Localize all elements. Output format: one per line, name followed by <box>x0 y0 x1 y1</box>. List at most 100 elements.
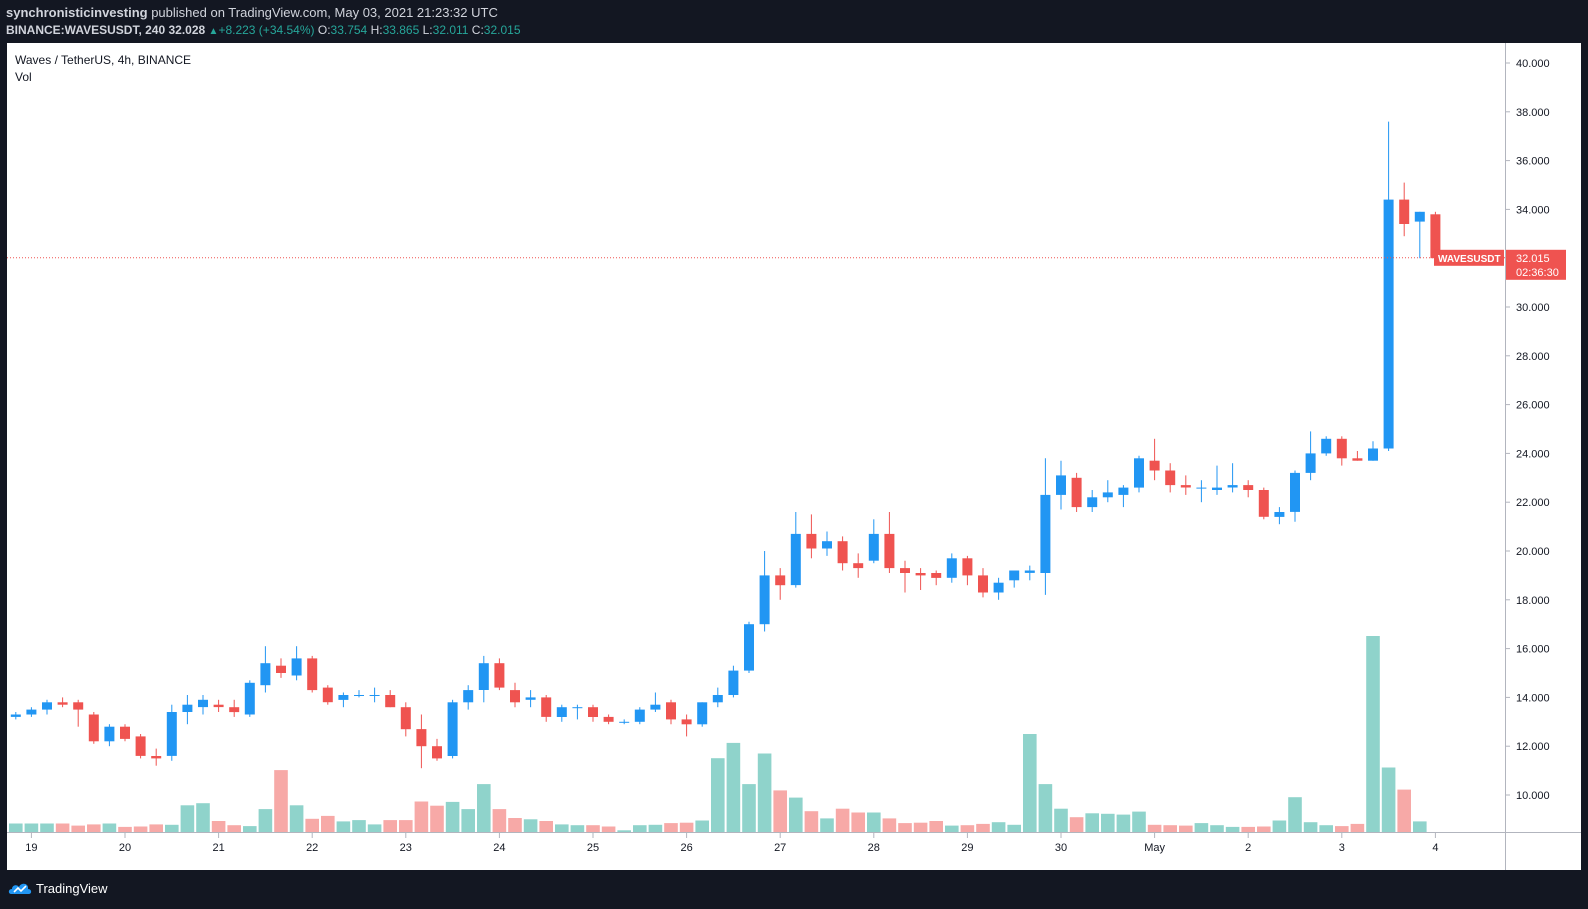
time-tick-label: 24 <box>493 842 505 854</box>
candle <box>510 682 520 708</box>
volume-bar <box>1319 825 1333 832</box>
time-tick-label: 30 <box>1055 842 1067 854</box>
time-tick-label: 29 <box>961 842 973 854</box>
legend-vol[interactable]: Vol <box>15 70 32 84</box>
price-tick-label: 28.000 <box>1516 351 1550 363</box>
volume-bar <box>336 821 351 832</box>
volume-bar <box>352 820 366 832</box>
volume-bar <box>1397 789 1411 832</box>
volume-bar <box>664 823 678 832</box>
time-axis: 19 20 21 22 23 24 25 26 27 28 29 30 May 2 3 4 <box>25 833 1438 854</box>
candle <box>915 568 926 590</box>
volume-bar <box>789 797 803 832</box>
symbol-label: BINANCE:WAVESUSDT, 240 <box>6 23 166 37</box>
low-label: L: <box>422 23 433 37</box>
candle <box>354 690 364 698</box>
candle <box>338 692 349 708</box>
candle <box>1290 470 1300 522</box>
price-tick-label: 40.000 <box>1516 58 1550 70</box>
candle <box>1243 480 1254 498</box>
candle <box>775 568 786 600</box>
volume-bar <box>1303 822 1318 832</box>
candle <box>322 685 333 705</box>
up-triangle-icon: ▲ <box>208 26 219 37</box>
candle <box>1336 436 1347 466</box>
candle <box>213 699 224 712</box>
publisher-name[interactable]: synchronisticinvesting <box>6 5 148 20</box>
candle <box>822 531 832 556</box>
volume-bar <box>695 820 709 832</box>
candle <box>432 738 442 761</box>
tradingview-cloud-icon <box>8 883 32 894</box>
volume-bar <box>321 815 335 832</box>
time-tick-label: 20 <box>119 842 131 854</box>
candle <box>1087 490 1098 512</box>
candle <box>463 685 474 710</box>
price-tick-label: 16.000 <box>1516 644 1550 656</box>
candle <box>42 699 52 715</box>
volume-bars <box>9 636 1427 832</box>
candle <box>88 712 99 744</box>
candle <box>307 655 318 693</box>
time-tick-label: 26 <box>680 842 692 854</box>
volume-bar <box>991 822 1006 832</box>
price-tick-label: 20.000 <box>1516 546 1550 558</box>
candle <box>1118 485 1129 508</box>
volume-bar <box>679 822 694 832</box>
candle <box>634 707 645 725</box>
price-tick-label: 38.000 <box>1516 107 1550 119</box>
candle <box>853 553 864 578</box>
volume-bar <box>633 825 647 832</box>
price-tick-label: 24.000 <box>1516 448 1550 460</box>
price-tick-label: 10.000 <box>1516 790 1550 802</box>
volume-bar <box>804 811 819 832</box>
candle <box>1040 458 1051 595</box>
candle <box>416 714 427 769</box>
candle <box>276 658 286 678</box>
candle <box>650 692 661 712</box>
volume-bar <box>149 824 163 832</box>
candle <box>1009 570 1020 588</box>
volume-bar <box>274 770 288 832</box>
volume-bar <box>9 823 23 832</box>
volume-bar <box>835 808 850 832</box>
candle <box>806 514 817 559</box>
candle <box>73 699 84 727</box>
candle <box>978 568 988 598</box>
candle <box>837 536 848 571</box>
price-chart[interactable]: 10.000 12.000 14.000 16.000 18.000 20.000 22.0… <box>7 43 1581 870</box>
price-tag-symbol: WAVESUSDT <box>1438 254 1501 265</box>
chart-area[interactable]: 10.000 12.000 14.000 16.000 18.000 20.000 22.0… <box>7 43 1581 870</box>
price-axis: 10.000 12.000 14.000 16.000 18.000 20.000 22.0… <box>1505 58 1550 802</box>
volume-bar <box>492 809 507 832</box>
volume-bar <box>1116 814 1131 832</box>
candle <box>494 658 505 691</box>
last-price-tag: WAVESUSDT 32.015 02:36:30 <box>1434 249 1566 280</box>
candle <box>1352 451 1363 461</box>
volume-bar <box>477 784 491 832</box>
last-price: 32.028 <box>168 23 206 37</box>
candle <box>182 695 193 725</box>
candle <box>198 695 208 715</box>
volume-bar <box>1225 826 1240 832</box>
candle <box>1071 472 1082 512</box>
time-tick-label: 4 <box>1432 842 1438 854</box>
volume-bar <box>523 819 538 832</box>
volume-bar <box>55 823 70 832</box>
footer-bar: TradingView <box>0 870 1588 909</box>
price-tick-label: 14.000 <box>1516 692 1550 704</box>
tradingview-logo[interactable]: TradingView <box>8 880 108 896</box>
candle <box>478 655 489 703</box>
volume-bar <box>757 753 772 832</box>
candle <box>1149 438 1160 481</box>
price-tick-label: 30.000 <box>1516 302 1550 314</box>
candle <box>151 748 162 766</box>
legend-title[interactable]: Waves / TetherUS, 4h, BINANCE <box>15 53 192 67</box>
volume-bar <box>367 824 382 832</box>
volume-bar <box>1038 784 1053 832</box>
volume-bar <box>1069 817 1084 832</box>
volume-bar <box>102 823 117 832</box>
volume-bar <box>196 803 210 832</box>
candle <box>541 695 552 722</box>
volume-bar <box>539 821 553 832</box>
